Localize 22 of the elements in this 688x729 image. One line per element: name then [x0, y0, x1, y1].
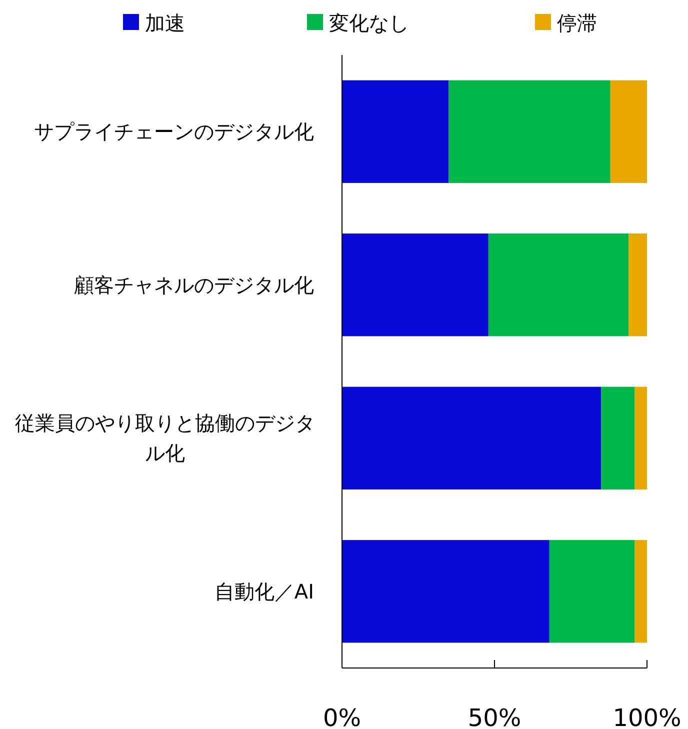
bar: [342, 234, 488, 336]
y-tick-label: 顧客チャネルのデジタル化: [74, 272, 314, 297]
bar: [634, 540, 647, 643]
y-tick-label: 従業員のやり取りと協働のデジタル化: [15, 411, 315, 466]
bar: [601, 386, 635, 490]
y-tick-label: サプライチェーンのデジタル化: [34, 120, 314, 144]
bar: [342, 80, 449, 183]
bar: [448, 80, 610, 183]
legend-label: 停滞: [557, 11, 597, 35]
bar: [342, 540, 550, 643]
legend-label: 加速: [145, 11, 185, 35]
bar: [342, 386, 602, 490]
x-tick-label: 50%: [468, 704, 522, 729]
bar: [549, 540, 635, 643]
bar: [634, 386, 647, 490]
legend-label: 変化なし: [329, 11, 409, 35]
y-tick-label: 自動化／AI: [214, 579, 314, 604]
bar: [610, 80, 647, 183]
x-tick-label: 100%: [612, 704, 682, 729]
bar: [488, 234, 629, 336]
x-tick-label: 0%: [322, 704, 362, 729]
bar: [628, 234, 647, 336]
